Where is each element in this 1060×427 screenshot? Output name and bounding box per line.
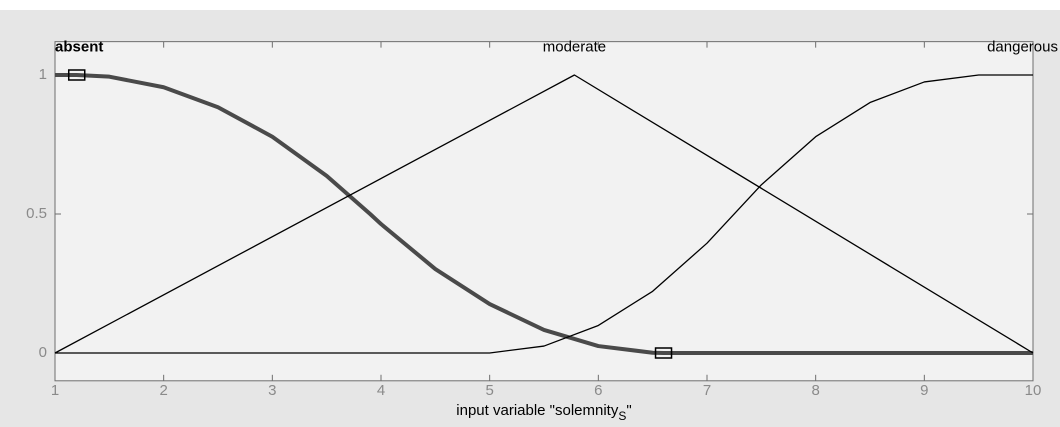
x-label-text: ": [626, 402, 631, 419]
x-tick-label: 3: [268, 382, 276, 399]
plot-area: [54, 41, 1034, 382]
parameter-handle: [67, 69, 86, 81]
x-tick-label: 4: [377, 382, 385, 399]
x-tick-label: 8: [811, 382, 819, 399]
series-label: absent: [55, 39, 103, 56]
x-label-subscript: S: [618, 409, 626, 423]
y-tick-label: 0: [39, 344, 47, 361]
x-tick-label: 9: [920, 382, 928, 399]
x-tick-label: 10: [1025, 382, 1042, 399]
x-axis-label: input variable "solemnityS": [456, 402, 631, 423]
parameter-handle: [654, 347, 673, 359]
x-label-text: input variable "solemnity: [456, 402, 619, 419]
x-tick-label: 6: [594, 382, 602, 399]
y-tick-label: 1: [39, 66, 47, 83]
x-tick-label: 7: [703, 382, 711, 399]
x-tick-label: 1: [51, 382, 59, 399]
membership-curve: [55, 73, 1033, 355]
y-tick-label: 0.5: [26, 205, 47, 222]
series-label: moderate: [543, 39, 606, 56]
x-tick-label: 2: [159, 382, 167, 399]
series-label: dangerous: [987, 39, 1058, 56]
x-tick-label: 5: [485, 382, 493, 399]
membership-curve: [54, 74, 1034, 354]
membership-curve: [55, 74, 1033, 354]
